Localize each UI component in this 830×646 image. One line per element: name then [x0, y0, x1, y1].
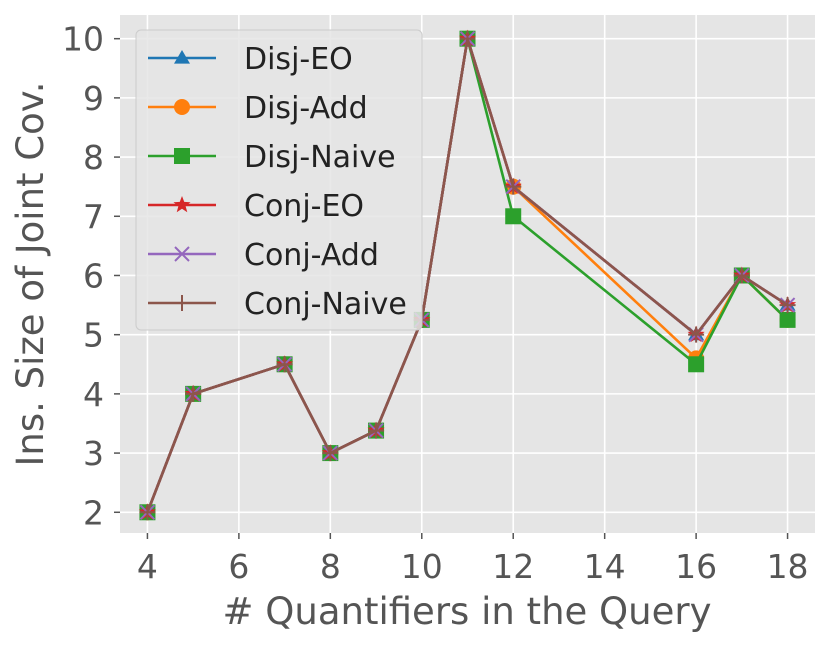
legend-marker-disj-eo: [174, 50, 190, 64]
legend-item-conj-naive: Conj-Naive: [148, 287, 407, 322]
x-tick-label: 10: [401, 547, 443, 586]
legend-item-conj-eo: Conj-EO: [148, 189, 364, 224]
data-point-conj-naive: [322, 445, 339, 462]
data-point-conj-naive: [368, 422, 385, 439]
data-point-disj-naive: [779, 311, 796, 328]
legend-label-disj-add: Disj-Add: [244, 91, 368, 126]
legend-marker-conj-add: [174, 246, 190, 262]
legend-marker-disj-naive: [174, 148, 190, 164]
legend-item-conj-add: Conj-Add: [148, 238, 379, 273]
x-tick-label: 14: [584, 547, 626, 586]
x-tick-label: 18: [767, 547, 809, 586]
data-point-conj-naive: [139, 504, 156, 521]
y-tick-label: 4: [83, 375, 104, 414]
data-point-conj-naive: [185, 385, 202, 402]
legend: Disj-EO Disj-Add Disj-Naive Conj-EO Conj-Add…: [135, 29, 423, 331]
data-point-conj-naive: [276, 356, 293, 373]
data-point-conj-naive: [505, 178, 522, 195]
legend-marker-conj-eo: [173, 196, 191, 213]
x-tick-label: 4: [137, 547, 158, 586]
data-point-conj-naive: [688, 326, 705, 343]
y-tick-label: 3: [83, 434, 104, 473]
data-point-disj-naive: [505, 208, 522, 225]
y-tick-label: 8: [83, 138, 104, 177]
y-tick-label: 10: [62, 20, 104, 59]
y-tick-label: 2: [83, 493, 104, 532]
y-tick-label: 9: [83, 79, 104, 118]
legend-label-conj-add: Conj-Add: [244, 238, 379, 273]
legend-item-disj-eo: Disj-EO: [148, 42, 353, 77]
legend-label-disj-eo: Disj-EO: [244, 42, 353, 77]
tick-labels: 4 6 8 10 12 14 16 18 2 3 4 5 6 7 8 9 10: [62, 20, 809, 586]
data-point-conj-naive: [733, 267, 750, 284]
y-axis-label: Ins. Size of Joint Cov.: [9, 81, 52, 466]
x-tick-label: 16: [675, 547, 717, 586]
legend-item-disj-naive: Disj-Naive: [148, 140, 396, 175]
legend-label-conj-naive: Conj-Naive: [244, 287, 407, 322]
y-tick-label: 7: [83, 197, 104, 236]
data-point-conj-naive: [779, 297, 796, 314]
data-point-disj-naive: [688, 356, 705, 373]
x-tick-label: 6: [228, 547, 249, 586]
legend-marker-conj-naive: [174, 295, 190, 311]
x-tick-label: 12: [492, 547, 534, 586]
x-axis-label: # Quantifiers in the Query: [223, 590, 712, 633]
y-tick-label: 6: [83, 256, 104, 295]
legend-label-disj-naive: Disj-Naive: [244, 140, 396, 175]
data-point-conj-naive: [459, 30, 476, 47]
x-tick-label: 8: [320, 547, 341, 586]
legend-label-conj-eo: Conj-EO: [244, 189, 364, 224]
legend-marker-disj-add: [174, 99, 190, 115]
legend-item-disj-add: Disj-Add: [148, 91, 368, 126]
y-tick-label: 5: [83, 316, 104, 355]
